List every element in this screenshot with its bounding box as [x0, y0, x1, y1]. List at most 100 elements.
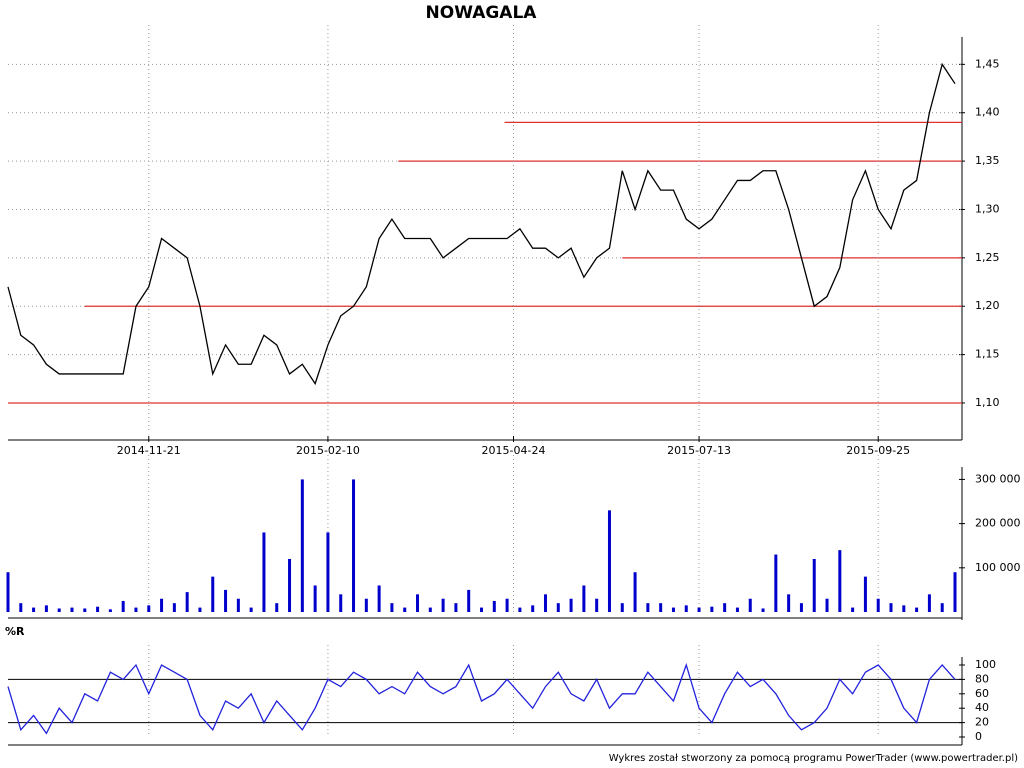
footer: Wykres został stworzony za pomocą progra… — [609, 753, 1018, 764]
y-tick-label: 1,40 — [975, 106, 1000, 119]
volume-bar — [236, 598, 240, 612]
volume-bar — [851, 607, 855, 612]
volume-bar — [569, 598, 573, 612]
volume-bar — [198, 607, 202, 612]
volume-bar — [710, 606, 714, 612]
volume-bar — [953, 572, 957, 612]
panel-title: %R — [5, 625, 25, 638]
volume-bar — [774, 554, 778, 612]
volume-bar — [927, 594, 931, 612]
y-tick-label: 100 — [975, 658, 996, 671]
volume-bar — [531, 605, 535, 612]
y-tick-label: 200 000 — [975, 517, 1021, 530]
volume-bar — [377, 585, 381, 612]
volume-bar — [108, 609, 112, 612]
volume-bar — [812, 558, 816, 612]
volume-bar — [70, 607, 74, 612]
volume-bar — [172, 603, 176, 612]
y-tick-label: 1,45 — [975, 57, 1000, 70]
volume-bar — [838, 550, 842, 612]
volume-bar — [505, 598, 509, 612]
volume-bar — [556, 603, 560, 612]
y-tick-label: 80 — [975, 672, 989, 685]
volume-bar — [723, 603, 727, 612]
y-tick-label: 0 — [975, 730, 982, 743]
volume-bar — [249, 607, 253, 612]
series-line — [7, 662, 956, 735]
volume-bar — [454, 603, 458, 612]
volume-bar — [684, 605, 688, 612]
y-tick-label: 1,30 — [975, 202, 1000, 215]
volume-bar — [185, 592, 189, 612]
y-tick-label: 1,25 — [975, 251, 1000, 264]
volume-bar — [492, 600, 496, 612]
volume-bar — [339, 594, 343, 612]
volume-bar — [390, 603, 394, 612]
volume-bar — [83, 608, 87, 612]
volume-bar — [211, 576, 215, 612]
volume-bar — [416, 594, 420, 612]
volume-bar — [441, 598, 445, 612]
volume-bar — [326, 532, 330, 612]
volume-bar — [364, 598, 368, 612]
chart-title: NOWAGALA — [426, 3, 538, 23]
volume-bar — [863, 576, 867, 612]
volume-bar — [147, 605, 151, 612]
volume-bar — [671, 607, 675, 612]
volume-bar — [582, 585, 586, 612]
volume-bar — [646, 603, 650, 612]
volume-bar — [288, 558, 292, 612]
volume-bar — [940, 603, 944, 612]
series-line — [7, 62, 956, 386]
volume-bar — [748, 598, 752, 612]
x-tick-label: 2015-07-13 — [667, 444, 731, 457]
volume-bar — [480, 607, 483, 612]
y-tick-label: 1,20 — [975, 299, 1000, 312]
x-tick-label: 2014-11-21 — [117, 444, 181, 457]
volume-bar — [735, 607, 739, 612]
volume-bar — [96, 606, 100, 612]
volume-bar — [633, 572, 637, 612]
volume-bar — [825, 598, 829, 612]
x-tick-label: 2015-02-10 — [296, 444, 360, 457]
volume-bar — [595, 598, 599, 612]
volume-bar — [134, 607, 138, 612]
x-tick-label: 2015-04-24 — [482, 444, 546, 457]
volume-bar — [902, 605, 906, 612]
volume-bar — [467, 589, 471, 612]
volume-bar — [518, 607, 522, 612]
volume-bar — [224, 589, 228, 612]
volume-bar — [160, 598, 164, 612]
volume-bar — [32, 607, 36, 612]
volume-bar — [262, 532, 266, 612]
x-tick-label: 2015-09-25 — [846, 444, 910, 457]
volume-bar — [57, 608, 61, 612]
y-tick-label: 100 000 — [975, 561, 1021, 574]
volume-bar — [275, 603, 279, 612]
y-tick-label: 40 — [975, 701, 989, 714]
volume-bar — [6, 572, 10, 612]
volume-bar — [761, 608, 765, 612]
volume-bar — [19, 603, 23, 612]
volume-bar — [787, 594, 791, 612]
y-tick-label: 1,35 — [975, 154, 1000, 167]
volume-bar — [620, 603, 624, 612]
volume-bar — [44, 605, 48, 612]
volume-bar — [121, 600, 125, 612]
volume-bar — [352, 479, 356, 612]
y-tick-label: 20 — [975, 716, 989, 729]
volume-bar — [428, 607, 432, 612]
y-tick-label: 300 000 — [975, 472, 1021, 485]
volume-bar — [697, 607, 701, 612]
volume-bar — [403, 607, 407, 612]
y-tick-label: 60 — [975, 687, 989, 700]
volume-bar — [659, 603, 663, 612]
volume-bar — [607, 510, 611, 612]
y-tick-label: 1,15 — [975, 348, 1000, 361]
volume-bar — [915, 607, 919, 612]
volume-bar — [889, 603, 893, 612]
volume-bar — [313, 585, 317, 612]
volume-bar — [543, 594, 547, 612]
volume-bar — [876, 598, 880, 612]
